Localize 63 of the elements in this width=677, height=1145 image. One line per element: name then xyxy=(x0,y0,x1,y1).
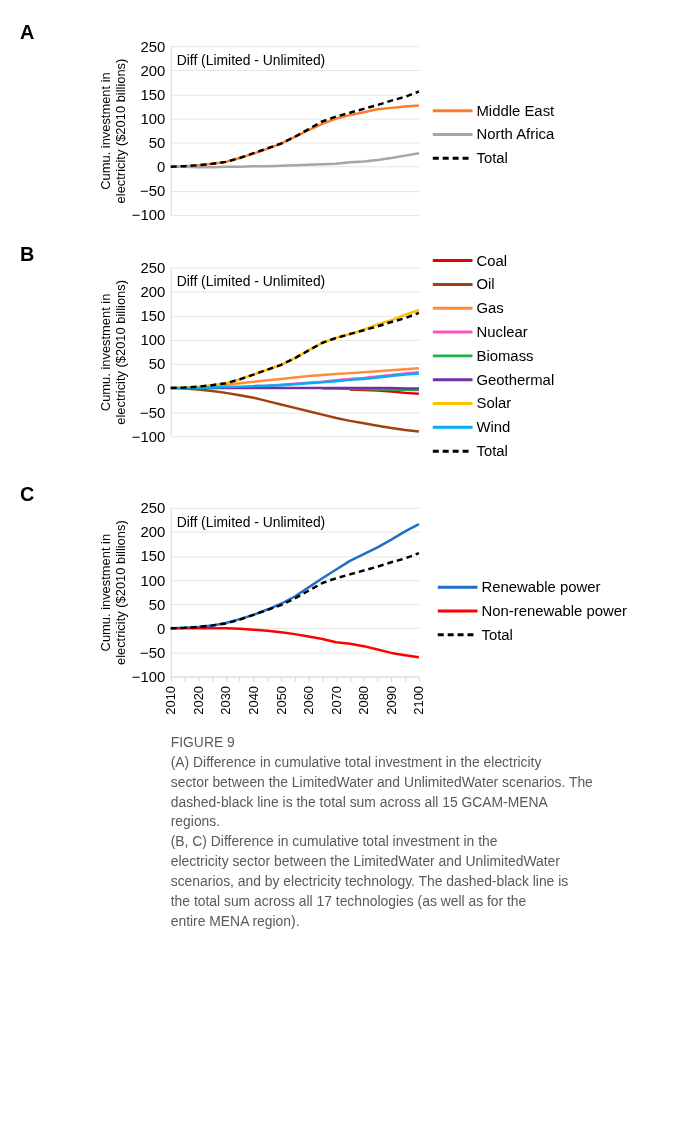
y-tick-label: 100 xyxy=(140,332,166,349)
y-axis-title: Cumu. investment in electricity ($2010 billions) xyxy=(97,280,128,425)
y-tick-label: 0 xyxy=(157,380,166,397)
y-tick-label: 100 xyxy=(140,572,166,589)
legend-label: North Africa xyxy=(476,126,555,143)
legend-label: Total xyxy=(476,150,508,167)
y-tick-label: 100 xyxy=(140,110,166,127)
y-tick-label: 250 xyxy=(140,259,166,276)
y-tick-label: 250 xyxy=(140,38,166,55)
chart-title: C xyxy=(20,482,35,505)
y-tick-label: −50 xyxy=(140,183,166,200)
annotation: Diff (Limited - Unlimited) xyxy=(176,52,326,69)
legend-label: Gas xyxy=(476,300,504,317)
x-tick-label: 2010 xyxy=(163,685,179,715)
y-tick-label: 50 xyxy=(148,596,166,613)
y-axis-title: Cumu. investment in electricity ($2010 billions) xyxy=(97,58,128,204)
legend-label: Total xyxy=(481,626,513,643)
y-tick-label: −100 xyxy=(131,207,166,224)
x-tick-label: 2090 xyxy=(383,685,399,715)
y-tick-label: −100 xyxy=(131,428,166,445)
text: (A) Difference in cumulative total investment in the electricity sector between the LimitedWater and UnlimitedWater scenarios. The dashed-black line is the total sum across all 15 GCAM-MENA regions. xyxy=(170,753,594,830)
x-tick-label: 2100 xyxy=(411,685,427,715)
y-tick-label: 150 xyxy=(140,86,166,103)
x-tick-label: 2070 xyxy=(328,685,344,715)
legend-label: Oil xyxy=(476,276,495,293)
chart-title: B xyxy=(20,242,35,265)
y-tick-label: 0 xyxy=(157,620,166,637)
x-tick-label: 2060 xyxy=(301,685,317,715)
y-tick-label: 150 xyxy=(140,548,166,565)
y-tick-label: 250 xyxy=(140,500,166,517)
y-tick-label: −100 xyxy=(131,669,166,685)
y-tick-label: 50 xyxy=(148,356,166,373)
text: (B, C) Difference in cumulative total investment in the electricity sector between the LimitedWater and UnlimitedWater scenarios, and by electricity technology. The dashed-black line is the total sum across all 17 technologies (as well as for the entire MENA region). xyxy=(170,833,569,929)
x-tick-label: 2020 xyxy=(190,685,206,715)
legend-label: Biomass xyxy=(476,347,534,364)
legend-label: Solar xyxy=(476,395,512,412)
caption: FIGURE 9 xyxy=(170,733,236,750)
x-tick-label: 2050 xyxy=(273,685,289,715)
legend-label: Geothermal xyxy=(476,371,555,388)
x-tick-label: 2030 xyxy=(218,685,234,715)
y-tick-label: 200 xyxy=(140,524,166,541)
y-axis-title: Cumu. investment in electricity ($2010 billions) xyxy=(97,520,128,666)
y-tick-label: 50 xyxy=(148,135,166,152)
legend-label: Renewable power xyxy=(481,579,601,596)
chart-title: A xyxy=(20,21,35,44)
line-series xyxy=(169,90,421,168)
legend-label: Wind xyxy=(476,419,511,436)
annotation: Diff (Limited - Unlimited) xyxy=(176,273,326,290)
y-tick-label: 150 xyxy=(140,308,166,325)
y-tick-label: 0 xyxy=(157,159,166,176)
line-series xyxy=(169,551,421,630)
y-tick-label: 200 xyxy=(140,62,166,79)
legend-label: Middle East xyxy=(476,102,556,119)
legend-label: Total xyxy=(476,443,508,460)
legend-label: Non-renewable power xyxy=(481,602,628,619)
legend-label: Nuclear xyxy=(476,324,528,341)
y-tick-label: −50 xyxy=(140,644,166,661)
legend-label: Coal xyxy=(476,252,508,269)
annotation: Diff (Limited - Unlimited) xyxy=(176,513,326,530)
x-tick-label: 2040 xyxy=(245,685,261,715)
x-tick-label: 2080 xyxy=(356,685,372,715)
y-tick-label: 200 xyxy=(140,284,166,301)
y-tick-label: −50 xyxy=(140,404,166,421)
